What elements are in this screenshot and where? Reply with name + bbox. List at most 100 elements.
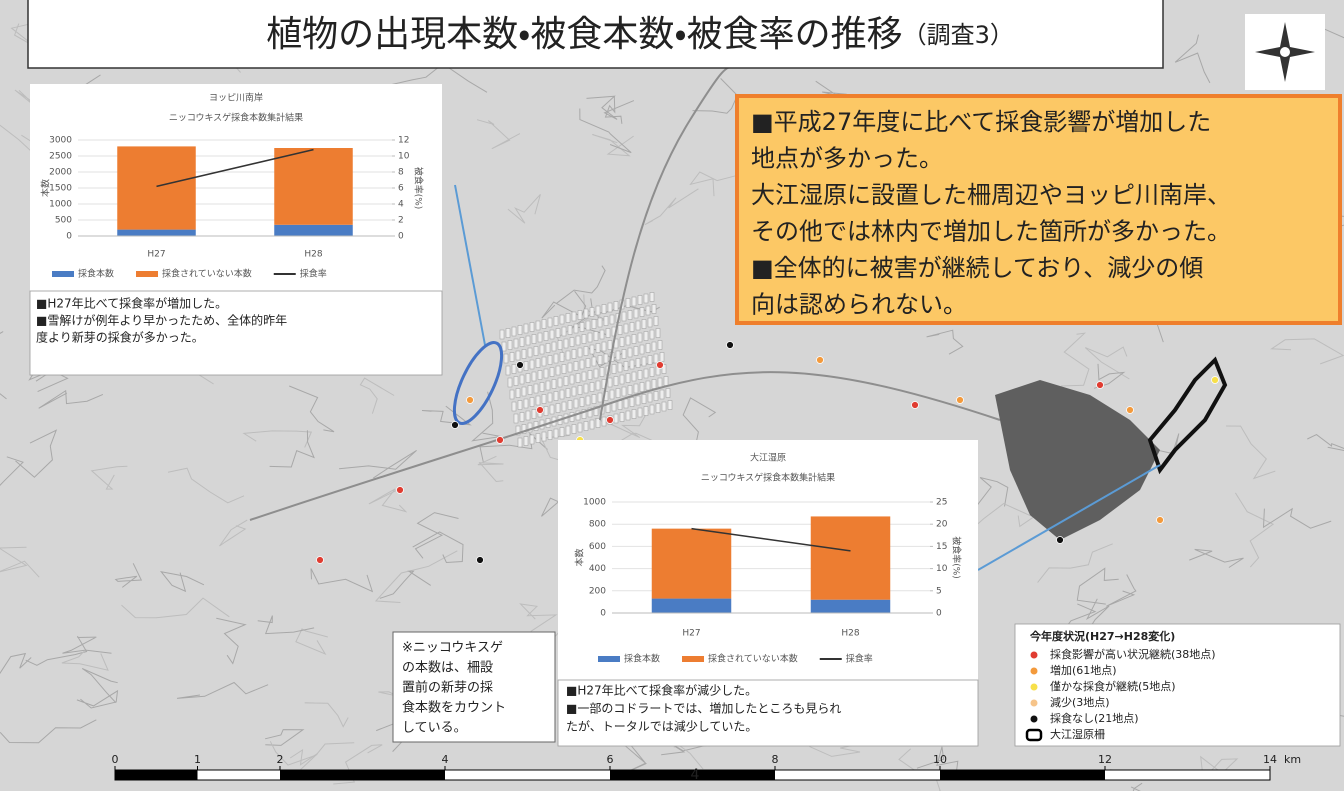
town-block (598, 318, 602, 327)
town-block (640, 345, 644, 354)
town-block (638, 333, 642, 342)
town-block (524, 399, 528, 408)
y-tick-label: 800 (589, 520, 606, 530)
town-block (530, 398, 534, 407)
title: 植物の出現本数・被食本数・被食率の推移（調査3） (266, 14, 1014, 55)
legend-swatch (682, 656, 704, 662)
town-block (632, 335, 636, 344)
scale-tick-label: 0 (112, 753, 119, 766)
town-block (574, 399, 578, 408)
town-block (630, 398, 634, 407)
town-block (638, 408, 642, 417)
town-block (596, 306, 600, 315)
town-block (624, 362, 628, 371)
town-block (646, 344, 650, 353)
town-block (652, 305, 656, 314)
town-block (604, 354, 608, 363)
legend-swatch (598, 656, 620, 662)
town-block (578, 386, 582, 395)
town-block (632, 297, 636, 306)
title-main: 植物の出現本数・被食本数・被食率の推移 (266, 14, 902, 55)
town-block (518, 438, 522, 447)
town-block (660, 390, 664, 399)
scale-tick-label: 8 (772, 753, 779, 766)
town-block (596, 344, 600, 353)
town-block (564, 377, 568, 386)
town-block (592, 357, 596, 366)
town-block (572, 387, 576, 396)
map-legend-label: 採食影響が高い状況継続(38地点) (1050, 647, 1216, 661)
scale-tick-label: 6 (607, 753, 614, 766)
x-tick-label: H27 (147, 250, 165, 260)
y2-axis-label: 被食率(%) (413, 167, 425, 210)
town-block (642, 320, 646, 329)
bar-segment (811, 600, 891, 613)
town-block (634, 347, 638, 356)
y2-tick-label: 4 (398, 200, 404, 210)
town-block (560, 428, 564, 437)
town-block (642, 357, 646, 366)
town-block (668, 401, 672, 410)
town-block (560, 390, 564, 399)
summary-line: 大江湿原に設置した柵周辺やヨッピ川南岸、 (751, 181, 1231, 209)
summary-line: ■平成27年度に比べて採食影響が増加した (751, 108, 1211, 136)
town-block (634, 309, 638, 318)
town-block (610, 315, 614, 324)
town-block (568, 326, 572, 335)
town-block (502, 342, 506, 351)
town-block (586, 396, 590, 405)
side-note-line: 食本数をカウント (402, 701, 506, 716)
y-tick-label: 2500 (49, 152, 72, 162)
town-block (584, 347, 588, 356)
town-block (574, 362, 578, 371)
town-block (548, 431, 552, 440)
town-block (592, 320, 596, 329)
town-block (580, 360, 584, 369)
town-block (520, 413, 524, 422)
town-block (534, 347, 538, 356)
town-block (512, 327, 516, 336)
town-block (638, 296, 642, 305)
town-block (520, 338, 524, 347)
town-block (652, 342, 656, 351)
town-block (616, 389, 620, 398)
town-block (622, 350, 626, 359)
town-block (650, 330, 654, 339)
survey-point (817, 357, 824, 364)
town-block (510, 390, 514, 399)
town-block (560, 353, 564, 362)
town-block (626, 411, 630, 420)
legend-label: 採食本数 (78, 268, 114, 280)
town-block (542, 357, 546, 366)
y-axis-label: 本数 (40, 179, 52, 197)
town-block (636, 396, 640, 405)
scale-tick-label: 1 (194, 753, 201, 766)
survey-point (912, 402, 919, 409)
town-block (664, 377, 668, 386)
legend-label: 採食されていない本数 (708, 653, 798, 665)
town-block (504, 354, 508, 363)
town-block (566, 389, 570, 398)
town-block (622, 387, 626, 396)
town-block (528, 348, 532, 357)
town-block (626, 299, 630, 308)
y-tick-label: 1500 (49, 184, 72, 194)
page: { "title": "植物の出現本数・被食本数・被食率の推移", "title… (0, 0, 1344, 791)
town-block (568, 363, 572, 372)
y2-axis-label: 被食率(%) (951, 536, 963, 579)
town-block (614, 302, 618, 311)
town-block (654, 392, 658, 401)
y2-tick-label: 0 (936, 609, 942, 619)
town-block (530, 323, 534, 332)
survey-point (1127, 407, 1134, 414)
scale-tick-label: 14 (1263, 753, 1277, 766)
y-tick-label: 500 (55, 216, 72, 226)
town-block (618, 363, 622, 372)
town-block (644, 407, 648, 416)
town-block (546, 381, 550, 390)
town-block (564, 339, 568, 348)
town-block (538, 333, 542, 342)
title-note: （調査3） (903, 21, 1014, 49)
town-block (516, 389, 520, 398)
side-note-line: 置前の新芽の採 (402, 680, 493, 696)
